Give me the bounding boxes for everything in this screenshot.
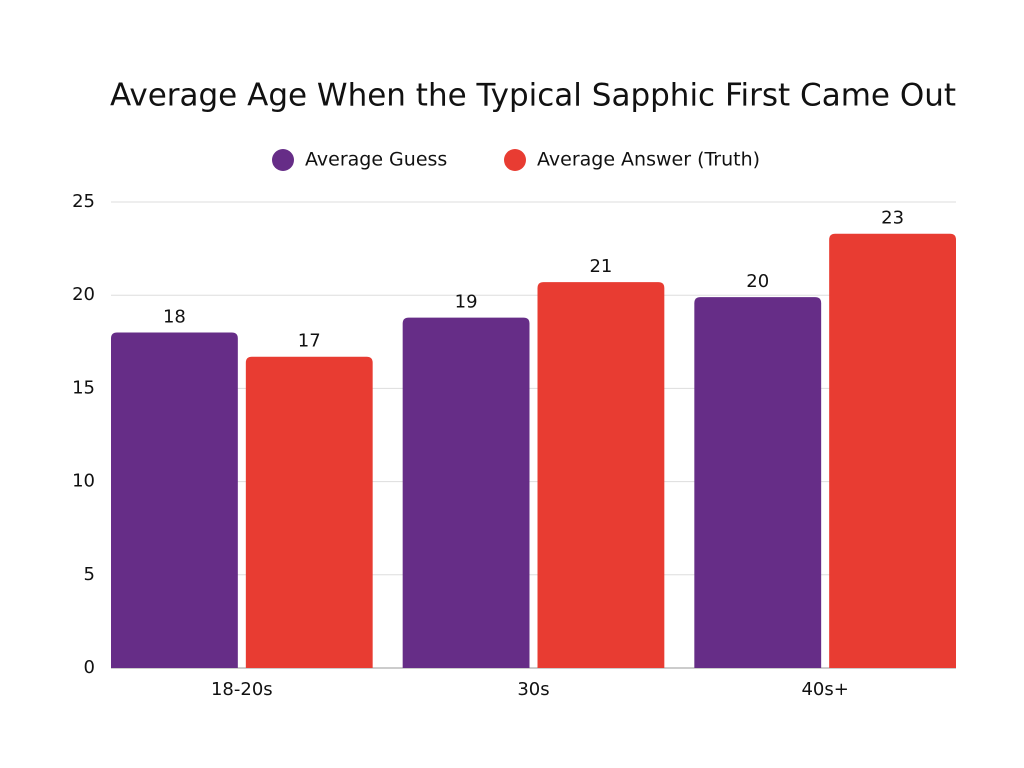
value-label: 21 xyxy=(589,256,612,277)
value-label: 17 xyxy=(298,331,321,352)
value-label: 18 xyxy=(163,306,186,327)
y-tick-label: 25 xyxy=(72,191,95,212)
y-tick-label: 10 xyxy=(72,471,95,492)
bar xyxy=(402,317,530,668)
legend-marker xyxy=(504,149,526,171)
x-tick-label: 40s+ xyxy=(801,679,848,700)
legend-marker xyxy=(272,149,294,171)
value-label: 23 xyxy=(881,208,904,229)
y-tick-label: 5 xyxy=(84,564,95,585)
bar xyxy=(111,332,238,668)
y-tick-label: 15 xyxy=(72,377,95,398)
y-tick-label: 0 xyxy=(84,657,95,678)
legend-label: Average Guess xyxy=(305,149,447,171)
x-tick-label: 18-20s xyxy=(211,679,273,700)
y-tick-label: 20 xyxy=(72,284,95,305)
bar xyxy=(537,282,665,668)
value-label: 19 xyxy=(455,292,478,313)
bar xyxy=(694,297,822,668)
legend-label: Average Answer (Truth) xyxy=(537,149,760,171)
x-tick-label: 30s xyxy=(517,679,549,700)
chart-title: Average Age When the Typical Sapphic Fir… xyxy=(110,78,956,114)
bar xyxy=(245,356,373,668)
value-label: 20 xyxy=(746,271,769,292)
bar xyxy=(829,233,956,669)
